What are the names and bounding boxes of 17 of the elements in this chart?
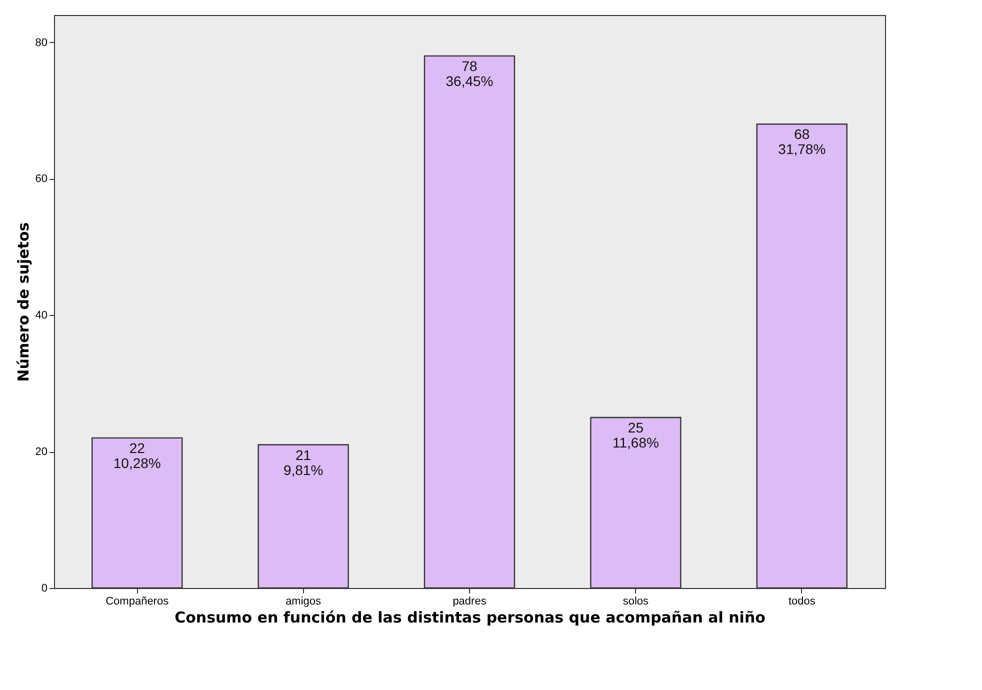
- y-tick-label: 40: [35, 310, 48, 322]
- x-tick-label: padres: [452, 596, 487, 608]
- data-label: 25 11,68%: [612, 419, 659, 450]
- x-tick-label: Compañeros: [106, 596, 170, 608]
- y-tick-label: 60: [35, 173, 48, 186]
- y-tick-label: 80: [35, 36, 48, 49]
- x-axis-title: Consumo en función de las distintas personas que acompañan al niño: [174, 608, 766, 626]
- x-tick-label: amigos: [286, 596, 322, 608]
- data-label: 22 10,28%: [113, 440, 161, 471]
- data-label: 21 9,81%: [283, 446, 324, 478]
- y-tick-label: 0: [41, 582, 48, 594]
- y-axis-title: Número de sujetos: [14, 222, 32, 382]
- x-tick-label: solos: [622, 596, 650, 608]
- data-label: 68 31,78%: [778, 126, 826, 158]
- y-tick-label: 20: [35, 446, 48, 458]
- x-tick-label: todos: [788, 596, 816, 608]
- data-label: 78 36,45%: [446, 58, 494, 89]
